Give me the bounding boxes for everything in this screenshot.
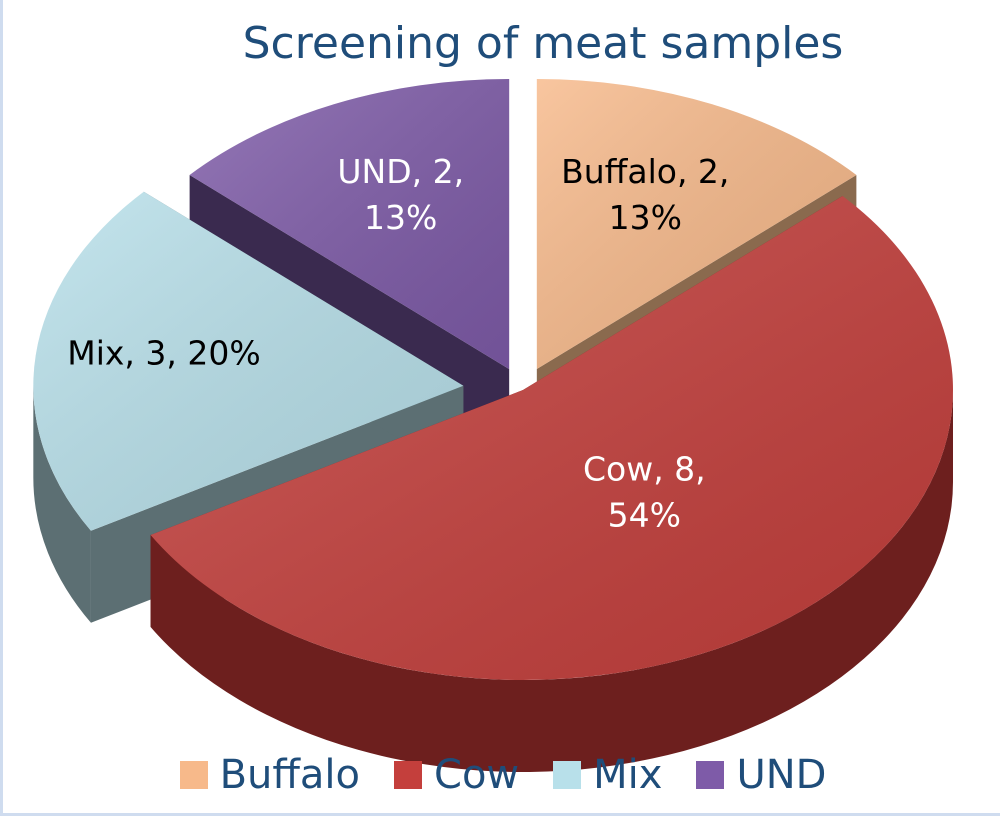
legend-item-und: UND	[696, 752, 826, 798]
legend-swatch-mix	[553, 761, 582, 789]
data-label-cow-line-0: Cow, 8,	[583, 450, 706, 489]
legend-swatch-buffalo	[179, 761, 208, 789]
legend-label-cow: Cow	[434, 752, 520, 798]
legend-label-mix: Mix	[593, 752, 663, 798]
slice-buffalo-shine	[536, 79, 857, 370]
legend-swatch-cow	[394, 761, 423, 789]
slice-cow-side	[150, 390, 954, 772]
data-label-buffalo-line-0: Buffalo, 2,	[561, 152, 729, 191]
data-label-mix: Mix, 3, 20%	[67, 334, 260, 373]
pie-slices	[33, 79, 954, 772]
legend-item-buffalo: Buffalo	[179, 752, 361, 798]
legend-swatch-und	[696, 761, 725, 789]
pie-chart: Buffalo, 2, 13% Cow, 8, 54% Mix, 3, 20% UND, …	[33, 79, 954, 772]
data-label-mix-line-0: Mix, 3, 20%	[67, 334, 260, 373]
slice-und-shine	[189, 79, 510, 370]
data-label-buffalo: Buffalo, 2, 13%	[561, 152, 729, 237]
slice-cow-shine	[150, 195, 954, 681]
chart-title: Screening of meat samples	[242, 18, 844, 69]
data-label-cow-line-1: 54%	[608, 496, 681, 535]
legend-item-mix: Mix	[553, 752, 662, 798]
pie-data-labels: Buffalo, 2, 13% Cow, 8, 54% Mix, 3, 20% UND, …	[67, 152, 729, 535]
legend-item-cow: Cow	[394, 752, 519, 798]
chart-legend: Buffalo Cow Mix UND	[3, 752, 1000, 798]
data-label-buffalo-line-1: 13%	[609, 198, 682, 237]
data-label-cow: Cow, 8, 54%	[583, 450, 706, 535]
legend-label-buffalo: Buffalo	[219, 752, 361, 798]
data-label-und-line-0: UND, 2,	[337, 152, 464, 191]
slice-cow	[150, 195, 954, 772]
data-label-und-line-1: 13%	[364, 198, 437, 237]
legend-label-und: UND	[736, 752, 827, 798]
slice-mix-side	[33, 385, 91, 623]
slice-mix-shine	[33, 191, 464, 531]
data-label-und: UND, 2, 13%	[337, 152, 464, 237]
